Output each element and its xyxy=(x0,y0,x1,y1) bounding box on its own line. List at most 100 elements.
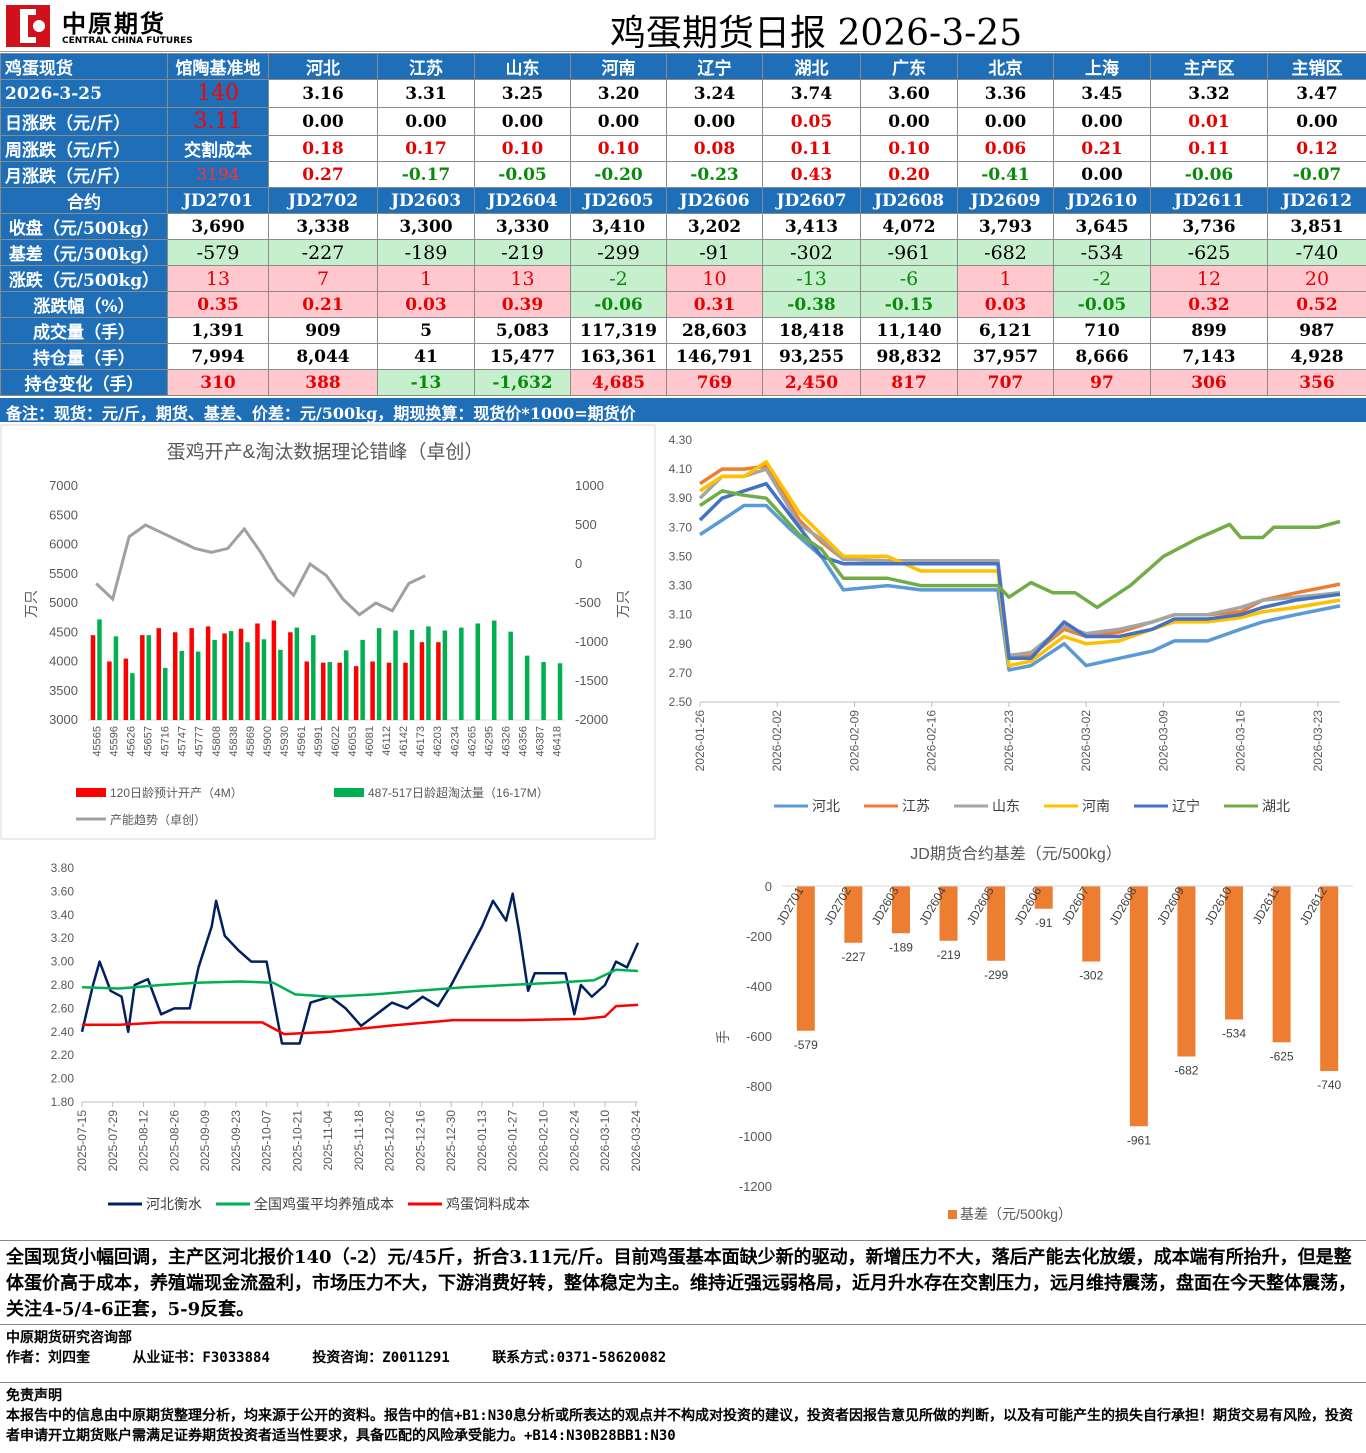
spot-cell: 0.21 xyxy=(1053,135,1151,162)
line-series-2 xyxy=(82,1003,639,1036)
y-tick-label: 6500 xyxy=(49,507,78,522)
futures-cell: -2 xyxy=(1053,265,1151,292)
x-tick-label: 46265 xyxy=(466,726,478,757)
spot-header-cell: 主销区 xyxy=(1267,53,1366,80)
futures-row-label: 收盘（元/500kg） xyxy=(0,213,168,240)
y-tick-label: 3.00 xyxy=(51,955,75,969)
data-label: -189 xyxy=(889,940,913,954)
futures-cell: 3,851 xyxy=(1267,213,1366,240)
line-series-2 xyxy=(698,467,1341,658)
spot-base-cell: 140 xyxy=(167,79,269,108)
futures-cell: 15,477 xyxy=(474,343,571,370)
data-label: -219 xyxy=(937,948,961,962)
spot-header-cell: 上海 xyxy=(1053,53,1151,80)
futures-cell: 117,319 xyxy=(570,317,667,344)
x-tick-label: 2025-09-23 xyxy=(229,1110,243,1172)
x-tick-label: 2026-01-27 xyxy=(506,1110,520,1172)
certificate: 从业证书：F3033884 xyxy=(132,1350,270,1366)
futures-cell: 909 xyxy=(268,317,378,344)
spot-header-cell: 河北 xyxy=(268,53,378,80)
table-note: 备注：现货：元/斤，期货、基差、价差：元/500kg，期现换算：现货价*1000… xyxy=(0,398,1366,423)
spot-cell: -0.41 xyxy=(957,161,1054,188)
spot-header-label: 鸡蛋现货 xyxy=(0,53,168,80)
bar-taotai xyxy=(393,630,398,720)
y-tick-label: 5500 xyxy=(49,566,78,581)
x-tick-label: 45626 xyxy=(126,726,138,757)
bar-kaichan xyxy=(107,661,112,720)
layer-capacity-chart: 蛋鸡开产&淘汰数据理论错峰（卓创）30003500400045005000550… xyxy=(0,424,656,840)
y2-tick-label: -1500 xyxy=(575,673,608,688)
futures-cell: 3,338 xyxy=(268,213,378,240)
author: 作者：刘四奎 xyxy=(6,1350,90,1366)
bar-taotai xyxy=(376,628,382,720)
contract-header: JD2701 xyxy=(167,187,269,214)
futures-cell: -2 xyxy=(570,265,667,292)
spot-header-cell: 馆陶基准地 xyxy=(167,53,269,80)
spot-cell: 0.00 xyxy=(666,107,763,136)
futures-cell: 5 xyxy=(377,317,475,344)
futures-cell: 7,143 xyxy=(1150,343,1268,370)
legend-swatch xyxy=(948,1210,957,1219)
bar-kaichan xyxy=(205,626,211,720)
bar-taotai xyxy=(311,635,316,720)
futures-cell: 8,044 xyxy=(268,343,378,370)
contract-header: JD2611 xyxy=(1150,187,1268,214)
futures-row-label: 持仓变化（手） xyxy=(0,369,168,396)
bar-basis xyxy=(1320,886,1339,1071)
futures-cell: 0.39 xyxy=(474,291,571,318)
spot-cell: 0.11 xyxy=(1150,135,1268,162)
x-tick-label: 46356 xyxy=(517,726,529,757)
bar-kaichan xyxy=(370,661,375,720)
y2-tick-label: -2000 xyxy=(575,712,608,727)
y2-tick-label: 500 xyxy=(575,517,597,532)
y2-tick-label: -500 xyxy=(575,595,601,610)
spot-cell: 3.31 xyxy=(377,79,475,108)
bar-kaichan xyxy=(123,658,129,720)
spot-cell: 0.12 xyxy=(1267,135,1366,162)
spot-cell: 3.24 xyxy=(666,79,763,108)
y2-tick-label: -1000 xyxy=(575,634,608,649)
bar-basis xyxy=(987,886,1006,961)
spot-cell: 0.00 xyxy=(1267,107,1366,136)
y-tick-label: -600 xyxy=(746,1029,772,1044)
x-tick-label: 2026-02-23 xyxy=(1002,710,1016,772)
x-tick-label: 46234 xyxy=(449,726,461,757)
invest-license: 投资咨询：Z0011291 xyxy=(312,1350,450,1366)
futures-cell: 899 xyxy=(1150,317,1268,344)
futures-cell: 3,410 xyxy=(570,213,667,240)
futures-cell: 817 xyxy=(860,369,958,396)
futures-cell: 1 xyxy=(377,265,475,292)
spot-cell: 0.11 xyxy=(762,135,861,162)
line-series-0 xyxy=(80,892,640,1045)
y-tick-label: 2.50 xyxy=(669,695,693,709)
x-tick-label: 2026-02-02 xyxy=(770,710,784,772)
spot-cell: 0.27 xyxy=(268,161,378,188)
x-tick-label: 2025-11-18 xyxy=(352,1110,366,1171)
y-tick-label: 3500 xyxy=(49,683,78,698)
bar-kaichan xyxy=(271,620,277,720)
futures-cell: 310 xyxy=(167,369,269,396)
y-tick-label: -1000 xyxy=(739,1129,772,1144)
spot-cell: 0.20 xyxy=(860,161,958,188)
contact: 联系方式:0371-58620082 xyxy=(492,1350,667,1366)
bar-taotai xyxy=(541,662,546,720)
company-logo-icon xyxy=(6,5,50,47)
futures-cell: -0.05 xyxy=(1053,291,1151,318)
spot-cell: 3.47 xyxy=(1267,79,1366,108)
report-footer: 中原期货研究咨询部 作者：刘四奎 从业证书：F3033884 投资咨询：Z001… xyxy=(0,1327,1366,1367)
spot-cell: 0.00 xyxy=(377,107,475,136)
spot-header-cell: 辽宁 xyxy=(666,53,763,80)
x-tick-label: 45747 xyxy=(177,726,189,757)
x-tick-label: 2026-03-24 xyxy=(629,1110,643,1172)
legend-label-taotai: 487-517日龄超淘汰量（16-17M） xyxy=(368,785,549,800)
futures-cell: 28,603 xyxy=(666,317,763,344)
spot-base-cell: 3194 xyxy=(167,161,269,188)
spot-cell: 3.20 xyxy=(570,79,667,108)
legend-swatch-kaichan xyxy=(76,788,106,797)
y-tick-label: -200 xyxy=(746,929,772,944)
futures-cell: 37,957 xyxy=(957,343,1054,370)
y2-tick-label: 1000 xyxy=(575,478,604,493)
legend-label: 湖北 xyxy=(1262,798,1290,814)
futures-cell: -219 xyxy=(474,239,571,266)
y-tick-label: 2.40 xyxy=(51,1025,75,1039)
